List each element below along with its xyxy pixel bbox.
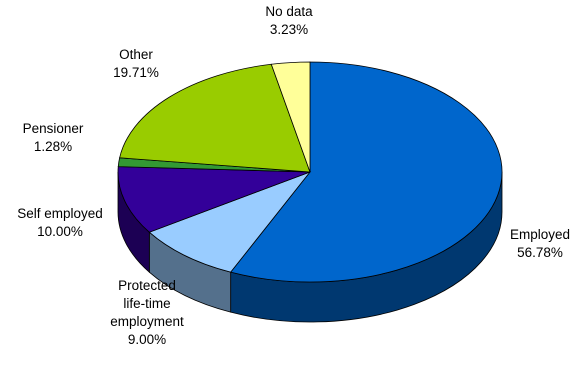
slice-label-protected-life-time-employment-line-2: life-time bbox=[123, 296, 170, 311]
slice-value-protected-life-time-employment: 9.00% bbox=[128, 332, 166, 347]
slice-label-other: Other bbox=[119, 47, 153, 62]
slice-label-self-employed: Self employed bbox=[17, 206, 103, 221]
slice-value-self-employed: 10.00% bbox=[37, 224, 83, 239]
slice-label-no-data: No data bbox=[265, 4, 313, 19]
slice-label-pensioner: Pensioner bbox=[23, 121, 84, 136]
slice-value-other: 19.71% bbox=[113, 65, 159, 80]
slice-other bbox=[119, 63, 311, 173]
pie-slices bbox=[117, 61, 503, 283]
slice-value-pensioner: 1.28% bbox=[34, 139, 72, 154]
slice-employed bbox=[229, 61, 503, 283]
slice-no-data bbox=[270, 61, 311, 173]
slice-label-protected-life-time-employment-line-3: employment bbox=[110, 314, 184, 329]
slice-value-no-data: 3.23% bbox=[270, 22, 308, 37]
slice-label-protected-life-time-employment-line-1: Protected bbox=[118, 278, 176, 293]
slice-self-employed bbox=[117, 166, 311, 233]
slice-label-employed: Employed bbox=[510, 227, 570, 242]
slice-value-employed: 56.78% bbox=[517, 245, 563, 260]
slice-protected-life-time-employment bbox=[148, 171, 312, 273]
pie-labels: Employed 56.78% Protected life-time employme… bbox=[17, 4, 570, 347]
pie-sides bbox=[117, 171, 503, 323]
